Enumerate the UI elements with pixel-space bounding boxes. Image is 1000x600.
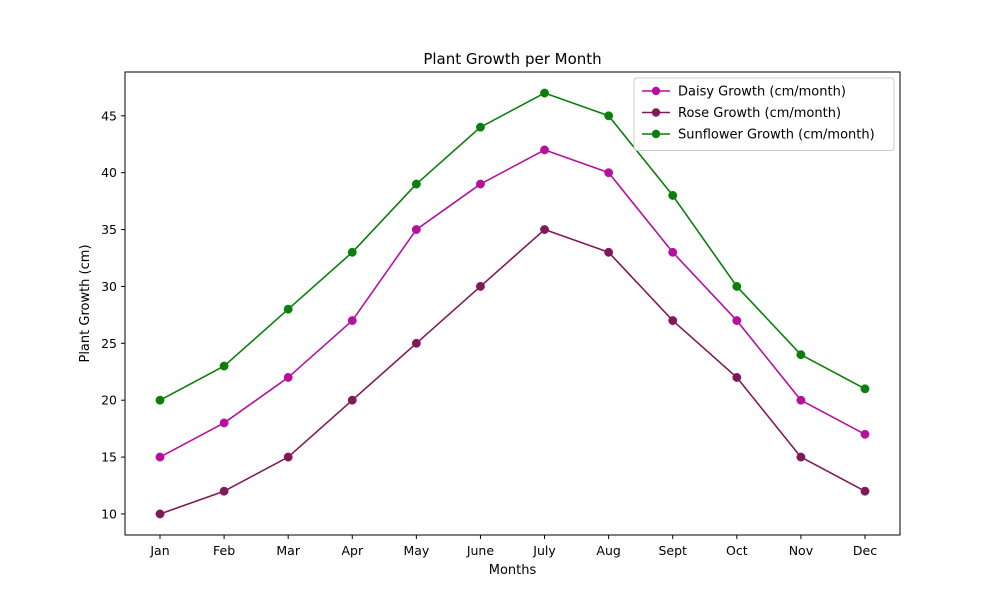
data-point bbox=[796, 452, 806, 462]
data-point bbox=[476, 122, 485, 132]
data-point bbox=[155, 452, 165, 462]
data-point bbox=[476, 179, 485, 189]
legend-marker bbox=[651, 108, 661, 117]
y-tick-label: 40 bbox=[101, 165, 117, 180]
legend-label: Rose Growth (cm/month) bbox=[678, 106, 841, 121]
x-tick-label: Sept bbox=[658, 543, 687, 558]
data-point bbox=[219, 486, 229, 496]
x-tick-label: Apr bbox=[341, 543, 363, 558]
y-tick-label: 45 bbox=[101, 108, 117, 123]
y-tick-label: 35 bbox=[101, 222, 117, 237]
data-point bbox=[476, 281, 485, 291]
y-axis-title: Plant Growth (cm) bbox=[78, 244, 93, 362]
x-tick-label: Dec bbox=[853, 543, 877, 558]
data-point bbox=[347, 247, 357, 257]
data-point bbox=[283, 372, 293, 382]
data-point bbox=[219, 361, 229, 371]
axes-frame bbox=[124, 71, 901, 536]
y-tick-label: 20 bbox=[101, 393, 117, 408]
x-tick-label: Oct bbox=[726, 543, 748, 558]
data-point bbox=[604, 168, 614, 178]
data-point bbox=[668, 190, 678, 200]
series-line bbox=[159, 149, 866, 458]
y-tick-label: 25 bbox=[101, 336, 117, 351]
y-tick-label: 15 bbox=[101, 450, 117, 465]
x-tick-label: Aug bbox=[596, 543, 620, 558]
data-point bbox=[540, 145, 549, 155]
x-tick-label: May bbox=[403, 543, 429, 558]
series-group bbox=[155, 88, 870, 405]
data-point bbox=[347, 395, 357, 405]
data-point bbox=[283, 304, 293, 314]
data-point bbox=[155, 395, 165, 405]
data-point bbox=[796, 395, 806, 405]
data-point bbox=[604, 111, 614, 121]
data-point bbox=[219, 418, 229, 428]
series-line bbox=[159, 92, 866, 401]
legend: Daisy Growth (cm/month) Rose Growth (cm/m… bbox=[633, 77, 895, 151]
data-point bbox=[411, 225, 421, 235]
x-tick-label: July bbox=[532, 543, 556, 558]
data-point bbox=[860, 429, 870, 439]
y-tick-label: 10 bbox=[101, 506, 117, 521]
data-point bbox=[668, 316, 678, 326]
x-tick-label: Mar bbox=[276, 543, 300, 558]
chart-title: Plant Growth per Month bbox=[423, 50, 601, 68]
data-point bbox=[860, 384, 870, 394]
legend-marker bbox=[651, 86, 661, 96]
x-tick-label: Feb bbox=[213, 543, 235, 558]
series-line bbox=[159, 228, 866, 515]
data-point bbox=[283, 452, 293, 462]
data-point bbox=[411, 338, 421, 348]
data-point bbox=[604, 247, 614, 257]
data-point bbox=[732, 316, 742, 326]
series-group bbox=[155, 145, 870, 462]
data-point bbox=[732, 372, 742, 382]
legend-marker bbox=[651, 129, 661, 139]
data-point bbox=[540, 88, 549, 98]
plot-area: Jan Feb Mar Apr May June July Aug Sept Oct Nov Dec 1… bbox=[101, 71, 901, 558]
x-tick-label: Jan bbox=[149, 543, 169, 558]
x-axis-title: Months bbox=[489, 563, 537, 578]
legend-box bbox=[633, 77, 895, 151]
series-group bbox=[155, 225, 870, 519]
x-tick-label: June bbox=[466, 543, 495, 558]
data-point bbox=[860, 486, 870, 496]
data-point bbox=[796, 350, 806, 360]
data-point bbox=[732, 281, 742, 291]
x-tick-label: Nov bbox=[789, 543, 814, 558]
data-point bbox=[347, 316, 357, 326]
data-point bbox=[155, 509, 165, 519]
data-point bbox=[668, 247, 678, 257]
data-point bbox=[540, 225, 549, 235]
legend-label: Daisy Growth (cm/month) bbox=[678, 85, 846, 100]
legend-label: Sunflower Growth (cm/month) bbox=[678, 128, 875, 143]
y-tick-label: 30 bbox=[101, 279, 117, 294]
data-point bbox=[411, 179, 421, 189]
